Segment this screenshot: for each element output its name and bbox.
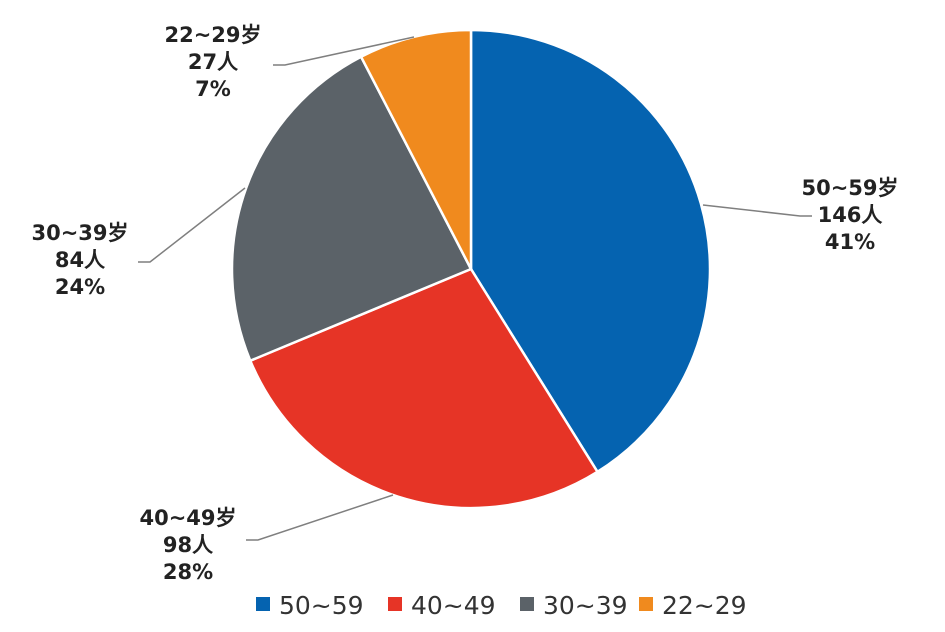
data-label-22~29-line-3: 7% (195, 77, 231, 101)
leader-line-22~29 (273, 36, 415, 66)
data-label-30~39-line-1: 30~39岁 (31, 221, 128, 245)
data-label-50~59-line-3: 41% (825, 230, 875, 254)
leader-line-50~59 (702, 204, 812, 217)
legend-label-50~59: 50~59 (279, 591, 364, 620)
legend-swatch-50~59 (256, 597, 270, 611)
legend-swatch-22~29 (639, 597, 653, 611)
legend: 50~59 40~49 30~39 22~29 (256, 591, 747, 620)
data-label-40~49-line-3: 28% (163, 560, 213, 584)
legend-label-22~29: 22~29 (662, 591, 747, 620)
pie-slice-22~29 (359, 28, 473, 271)
data-label-22~29-line-1: 22~29岁 (164, 23, 261, 47)
data-label-50~59-line-2: 146人 (818, 203, 883, 227)
data-label-30~39-line-2: 84人 (55, 248, 105, 272)
legend-swatch-30~39 (520, 597, 534, 611)
data-label-22~29-line-2: 27人 (188, 50, 238, 74)
leader-line-40~49 (246, 494, 394, 541)
data-label-40~49-line-1: 40~49岁 (139, 506, 236, 530)
slice-labels: 50~59岁 146人 41% 40~49岁 98人 28% 30~39岁 84人 24% 22~… (31, 23, 898, 584)
leader-lines (138, 36, 812, 541)
legend-label-30~39: 30~39 (543, 591, 628, 620)
pie-slices (230, 28, 712, 510)
legend-label-40~49: 40~49 (411, 591, 496, 620)
pie-slice-40~49 (249, 267, 599, 510)
leader-line-30~39 (138, 187, 246, 263)
pie-slice-30~39 (230, 55, 473, 362)
data-label-30~39-line-3: 24% (55, 275, 105, 299)
data-label-50~59-line-1: 50~59岁 (801, 176, 898, 200)
legend-swatch-40~49 (388, 597, 402, 611)
pie-slice-50~59 (469, 28, 712, 474)
data-label-40~49-line-2: 98人 (163, 533, 213, 557)
